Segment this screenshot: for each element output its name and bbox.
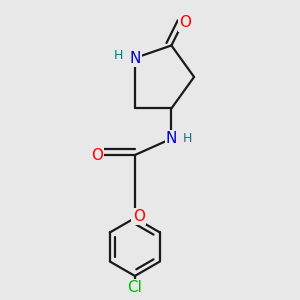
Text: O: O	[179, 15, 191, 30]
Text: O: O	[133, 209, 145, 224]
Text: O: O	[91, 148, 103, 163]
Text: Cl: Cl	[128, 280, 142, 295]
Text: H: H	[114, 49, 123, 62]
Text: N: N	[166, 131, 177, 146]
Text: H: H	[183, 132, 193, 145]
Text: N: N	[129, 51, 141, 66]
